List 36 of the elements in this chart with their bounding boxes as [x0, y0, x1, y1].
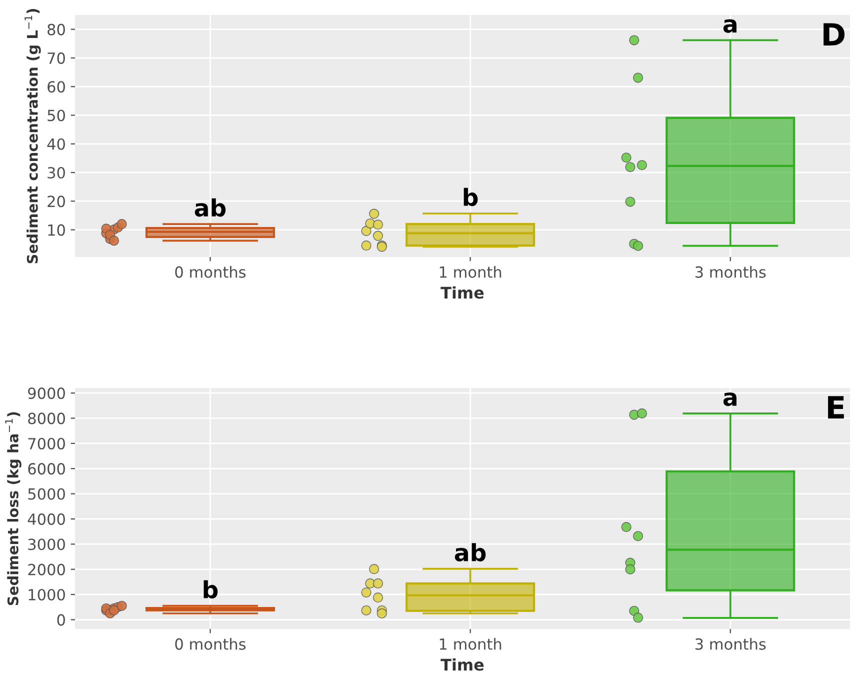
- y-tick-label: 4000: [28, 513, 65, 525]
- annotation: ab: [194, 198, 226, 217]
- annotation: D: [824, 23, 845, 46]
- y-tick-label: 5000: [28, 488, 65, 500]
- y-tick-label: 60: [48, 81, 65, 93]
- x-tick-label: 3 months: [695, 638, 766, 650]
- annotation: a: [723, 19, 736, 33]
- y-tick-label: 10: [48, 224, 65, 236]
- x-tick-label: 1 month: [440, 266, 502, 278]
- y-tick-label: 2000: [28, 564, 65, 576]
- y-tick-label: 20: [48, 196, 65, 208]
- annotation: b: [464, 188, 478, 206]
- y-axis-title: Sediment concentration (g L$^{−1}$): [24, 9, 41, 264]
- x-tick-label: 0 months: [175, 266, 246, 278]
- y-axis-title: Sediment loss (kg ha$^{−1}$): [5, 412, 22, 606]
- y-tick-label: 7000: [28, 438, 65, 450]
- annotation: b: [204, 580, 218, 598]
- y-tick-label: 50: [48, 110, 65, 122]
- x-axis-title: Time: [440, 286, 484, 299]
- y-tick-label: 8000: [28, 412, 65, 424]
- y-tick-label: 1000: [28, 588, 65, 601]
- y-tick-label: 30: [48, 166, 65, 179]
- y-tick-label: 80: [48, 24, 65, 36]
- x-tick-label: 1 month: [440, 638, 502, 650]
- x-axis-title: Time: [440, 658, 484, 671]
- y-tick-label: 40: [47, 138, 65, 150]
- x-tick-label: 0 months: [175, 638, 246, 650]
- y-tick-label: 3000: [28, 538, 65, 550]
- annotation: ab: [454, 543, 486, 562]
- y-tick-label: 6000: [28, 463, 65, 475]
- y-tick-label: 9000: [28, 388, 65, 400]
- annotation: a: [723, 392, 736, 406]
- annotation: E: [828, 396, 844, 418]
- y-tick-label: 0: [57, 614, 65, 626]
- y-tick-label: 70: [48, 52, 65, 64]
- x-tick-label: 3 months: [695, 266, 766, 278]
